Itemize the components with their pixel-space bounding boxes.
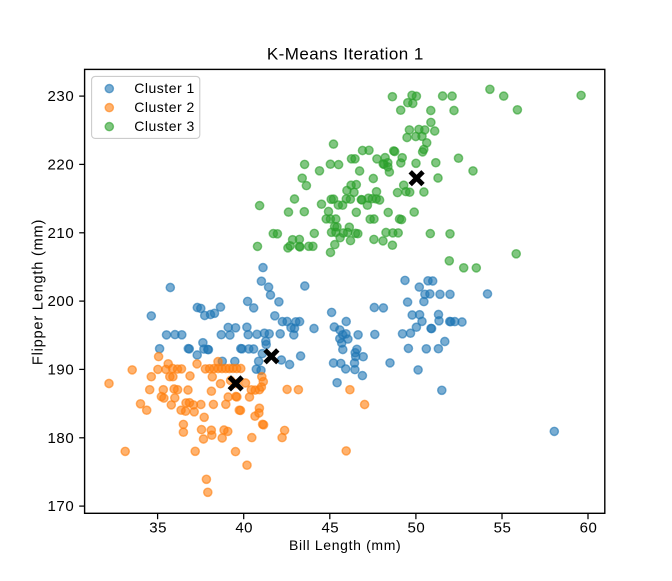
svg-text:Cluster 2: Cluster 2 — [134, 99, 195, 115]
svg-text:K-Means Iteration 1: K-Means Iteration 1 — [267, 45, 424, 64]
svg-text:230: 230 — [47, 88, 74, 105]
svg-text:60: 60 — [580, 519, 598, 536]
svg-text:35: 35 — [149, 519, 167, 536]
svg-text:55: 55 — [494, 519, 512, 536]
svg-text:40: 40 — [235, 519, 253, 536]
svg-text:Flipper Length (mm): Flipper Length (mm) — [31, 219, 47, 365]
svg-text:50: 50 — [408, 519, 426, 536]
svg-text:Bill Length (mm): Bill Length (mm) — [289, 537, 401, 553]
svg-text:170: 170 — [47, 498, 74, 515]
svg-text:Cluster 1: Cluster 1 — [134, 80, 195, 96]
svg-text:180: 180 — [47, 430, 74, 447]
svg-text:210: 210 — [47, 225, 74, 242]
svg-text:200: 200 — [47, 293, 74, 310]
svg-text:190: 190 — [47, 362, 74, 379]
svg-text:220: 220 — [47, 157, 74, 174]
svg-text:45: 45 — [321, 519, 339, 536]
svg-text:Cluster 3: Cluster 3 — [134, 118, 195, 134]
